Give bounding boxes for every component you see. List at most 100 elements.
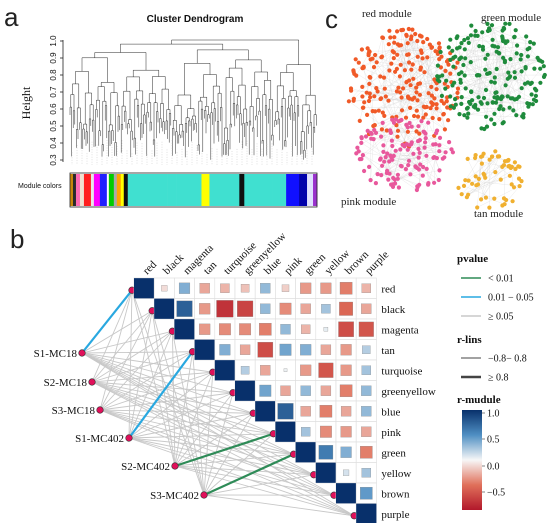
correlation-cell bbox=[319, 425, 332, 438]
network-node bbox=[474, 183, 479, 188]
network-node bbox=[395, 52, 400, 57]
network-node bbox=[353, 57, 358, 62]
network-node bbox=[514, 96, 519, 101]
network-node bbox=[360, 94, 365, 99]
network-node bbox=[455, 60, 460, 65]
network-node bbox=[493, 170, 498, 175]
network-node bbox=[429, 84, 434, 89]
network-node bbox=[362, 100, 367, 105]
network-node bbox=[432, 180, 437, 185]
module-color-segment bbox=[123, 174, 129, 206]
network-node bbox=[447, 140, 452, 145]
network-node bbox=[395, 128, 401, 133]
network-node bbox=[416, 139, 421, 144]
network-node bbox=[381, 149, 386, 154]
network-node bbox=[387, 28, 392, 33]
network-node bbox=[444, 78, 449, 83]
row-label: magenta bbox=[381, 324, 418, 336]
network-node bbox=[457, 45, 462, 50]
network-node bbox=[469, 23, 474, 28]
column-label: black bbox=[161, 251, 187, 277]
correlation-cell bbox=[315, 462, 336, 483]
network-node bbox=[409, 124, 414, 129]
correlation-cell bbox=[336, 483, 357, 504]
module-color-segment bbox=[313, 174, 318, 206]
network-node bbox=[445, 105, 450, 110]
network-node bbox=[398, 90, 403, 95]
module-color-bar bbox=[70, 174, 318, 206]
network-node bbox=[407, 60, 412, 65]
network-node bbox=[439, 98, 444, 103]
network-node bbox=[489, 79, 494, 84]
network-node bbox=[364, 90, 369, 95]
network-node bbox=[525, 54, 531, 59]
row-label: greenyellow bbox=[381, 386, 435, 398]
correlation-cell bbox=[360, 486, 373, 500]
network-node bbox=[410, 27, 415, 32]
green-module-label: green module bbox=[481, 12, 541, 24]
network-node bbox=[418, 162, 423, 167]
correlation-cell bbox=[361, 283, 372, 293]
dendrogram-title: Cluster Dendrogram bbox=[147, 14, 244, 25]
network-node bbox=[414, 108, 419, 113]
network-node bbox=[421, 164, 426, 170]
network-node bbox=[493, 149, 498, 154]
correlation-cell bbox=[259, 322, 272, 336]
network-node bbox=[481, 171, 486, 176]
module-color-segment bbox=[244, 174, 273, 206]
network-node bbox=[519, 52, 524, 58]
rmodule-colorbar bbox=[462, 410, 482, 510]
network-node bbox=[439, 93, 444, 98]
network-node bbox=[451, 64, 456, 69]
module-color-segment bbox=[201, 174, 210, 206]
mc-label: S2-MC402 bbox=[121, 461, 170, 473]
correlation-cell bbox=[300, 427, 311, 437]
network-node bbox=[424, 153, 429, 158]
network-node bbox=[413, 31, 418, 37]
network-node bbox=[368, 178, 373, 183]
network-node bbox=[398, 62, 403, 67]
network-node bbox=[479, 101, 484, 106]
network-node bbox=[521, 115, 526, 120]
network-node bbox=[408, 172, 413, 177]
network-node bbox=[501, 55, 506, 60]
network-node bbox=[382, 159, 387, 164]
network-node bbox=[368, 95, 373, 100]
network-node bbox=[452, 80, 457, 85]
network-node bbox=[476, 176, 481, 181]
network-node bbox=[530, 102, 535, 107]
network-panel: red module green module pink module tan … bbox=[341, 8, 547, 220]
network-node bbox=[492, 80, 497, 85]
network-node bbox=[422, 145, 427, 150]
network-node bbox=[421, 115, 426, 120]
network-node bbox=[435, 128, 440, 133]
network-node bbox=[393, 69, 398, 74]
network-node bbox=[481, 95, 487, 101]
rlins-legend-title: r-lins bbox=[457, 334, 482, 346]
network-node bbox=[402, 68, 407, 73]
mc-label: S1-MC402 bbox=[75, 433, 124, 445]
network-node bbox=[489, 23, 495, 28]
network-node bbox=[494, 90, 499, 95]
network-node bbox=[380, 163, 385, 168]
correlation-cell bbox=[323, 327, 329, 332]
network-node bbox=[366, 51, 371, 56]
correlation-cell bbox=[319, 404, 333, 418]
network-node bbox=[376, 108, 381, 113]
network-node bbox=[468, 33, 474, 38]
network-node bbox=[378, 74, 383, 79]
network-node bbox=[542, 72, 547, 78]
network-node bbox=[503, 83, 508, 88]
network-node bbox=[492, 196, 497, 201]
network-node bbox=[534, 88, 539, 93]
network-node bbox=[379, 134, 384, 139]
y-tick-label: 0.6 bbox=[49, 103, 58, 115]
network-node bbox=[515, 43, 520, 48]
correlation-cell bbox=[300, 406, 311, 417]
network-node bbox=[403, 115, 409, 120]
network-node bbox=[513, 166, 518, 172]
correlation-cell bbox=[218, 323, 231, 336]
